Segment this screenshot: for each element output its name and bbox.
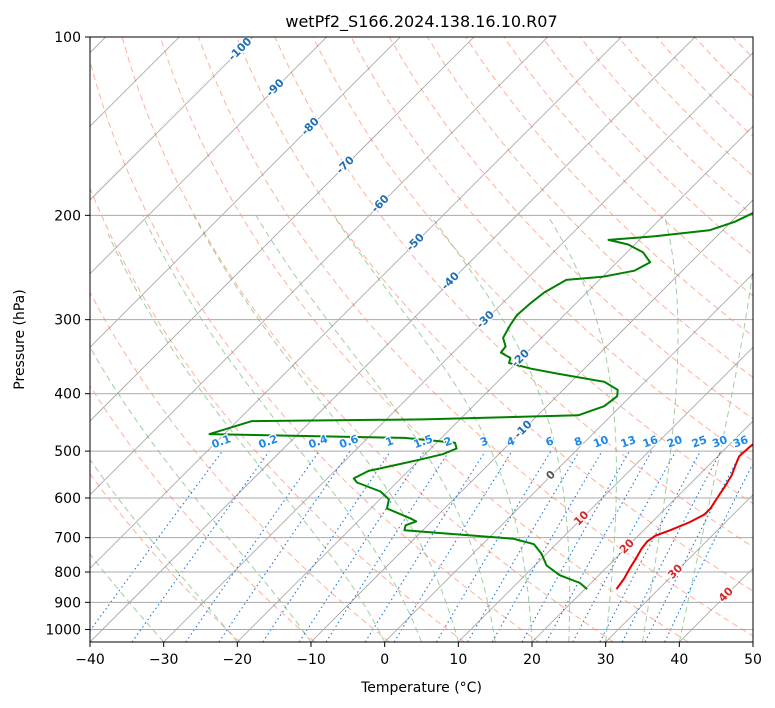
dry-adiabat bbox=[121, 37, 614, 642]
dry-adiabat bbox=[90, 59, 540, 642]
y-tick-label: 400 bbox=[54, 387, 81, 403]
dry-adiabat bbox=[90, 384, 316, 642]
mixing-ratio-line bbox=[262, 450, 392, 642]
dry-adiabat bbox=[159, 37, 689, 642]
x-tick-label: −40 bbox=[75, 652, 105, 668]
dry-adiabat bbox=[90, 186, 465, 642]
isotherm bbox=[90, 37, 548, 496]
background-lines bbox=[90, 37, 753, 642]
dry-adiabat bbox=[388, 37, 753, 420]
x-tick-label: −20 bbox=[223, 652, 253, 668]
y-tick-label: 100 bbox=[54, 30, 81, 46]
dry-adiabat bbox=[90, 472, 241, 642]
dry-adiabat bbox=[90, 291, 390, 642]
isotherm bbox=[90, 37, 696, 642]
moist-adiabat bbox=[90, 458, 238, 642]
mixing-ratio-line bbox=[185, 450, 320, 642]
moist-adiabat bbox=[107, 233, 386, 642]
y-axis-label: Pressure (hPa) bbox=[12, 289, 28, 389]
mixing-ratio-line bbox=[325, 450, 450, 642]
mixing-ratio-line bbox=[435, 450, 552, 642]
x-tick-label: 30 bbox=[597, 652, 615, 668]
isotherm bbox=[90, 37, 475, 422]
moist-adiabat bbox=[678, 264, 753, 642]
plot-frame bbox=[89, 36, 754, 643]
mixing-ratio-line bbox=[298, 450, 425, 642]
y-tick-label: 200 bbox=[54, 208, 81, 224]
moist-adiabat bbox=[142, 215, 422, 642]
pressure-gridlines bbox=[90, 37, 753, 630]
isotherm bbox=[90, 37, 327, 275]
isotherm bbox=[384, 273, 753, 642]
mixing-ratio-line bbox=[467, 450, 580, 642]
x-axis-label: Temperature (°C) bbox=[360, 680, 482, 696]
x-tick-label: 0 bbox=[380, 652, 389, 668]
y-tick-label: 1000 bbox=[45, 622, 81, 638]
isotherm bbox=[605, 494, 753, 642]
y-axis-ticks: 1000 900 800 700 600 500 400 300 200 100 bbox=[45, 30, 90, 638]
mixing-ratio-line bbox=[218, 450, 351, 642]
chart-title: wetPf2_S166.2024.138.16.10.R07 bbox=[285, 12, 557, 32]
sounding-profiles bbox=[208, 211, 753, 590]
x-axis-ticks: −40 −30 −20 −10 0 10 20 30 40 50 bbox=[75, 642, 762, 668]
y-tick-label: 600 bbox=[54, 491, 81, 507]
x-tick-label: 50 bbox=[744, 652, 762, 668]
dry-adiabat bbox=[274, 37, 753, 548]
isotherm bbox=[90, 37, 254, 201]
isotherm bbox=[310, 199, 753, 642]
mixing-ratio-line bbox=[599, 450, 701, 642]
dry-adiabat bbox=[426, 37, 753, 378]
isotherm bbox=[90, 37, 622, 569]
y-tick-label: 500 bbox=[54, 444, 81, 460]
mixing-ratio-label: 10 bbox=[592, 433, 611, 451]
x-tick-label: 20 bbox=[523, 652, 541, 668]
y-tick-label: 700 bbox=[54, 531, 81, 547]
y-tick-label: 300 bbox=[54, 313, 81, 329]
y-tick-label: 800 bbox=[54, 565, 81, 581]
moist-adiabat bbox=[430, 215, 571, 642]
y-tick-label: 900 bbox=[54, 595, 81, 611]
temperature-line bbox=[615, 443, 753, 590]
x-tick-label: 10 bbox=[449, 652, 467, 668]
isotherm bbox=[531, 420, 753, 642]
dry-adiabat bbox=[350, 37, 753, 462]
dry-adiabat bbox=[236, 37, 753, 592]
x-tick-label: 40 bbox=[670, 652, 688, 668]
mixing-ratio-line bbox=[393, 450, 513, 642]
moist-adiabat bbox=[642, 215, 679, 642]
dry-adiabat bbox=[503, 37, 753, 297]
moist-adiabat bbox=[547, 215, 617, 642]
isotherm bbox=[237, 125, 753, 642]
x-tick-label: −10 bbox=[296, 652, 326, 668]
isotherm bbox=[90, 37, 401, 348]
mixing-ratio-line bbox=[572, 450, 677, 642]
moist-adiabat bbox=[193, 215, 459, 642]
mixing-ratio-line bbox=[364, 450, 486, 642]
isotherm bbox=[163, 52, 753, 642]
dewpoint-line bbox=[208, 211, 753, 590]
dry-adiabat bbox=[312, 37, 753, 505]
x-tick-label: −30 bbox=[149, 652, 179, 668]
dry-adiabat bbox=[465, 37, 753, 338]
isotherm bbox=[458, 346, 753, 642]
moist-adiabat bbox=[332, 215, 533, 642]
mixing-ratio-line bbox=[664, 462, 753, 642]
mixing-ratio-label: 0.6 bbox=[338, 432, 361, 451]
